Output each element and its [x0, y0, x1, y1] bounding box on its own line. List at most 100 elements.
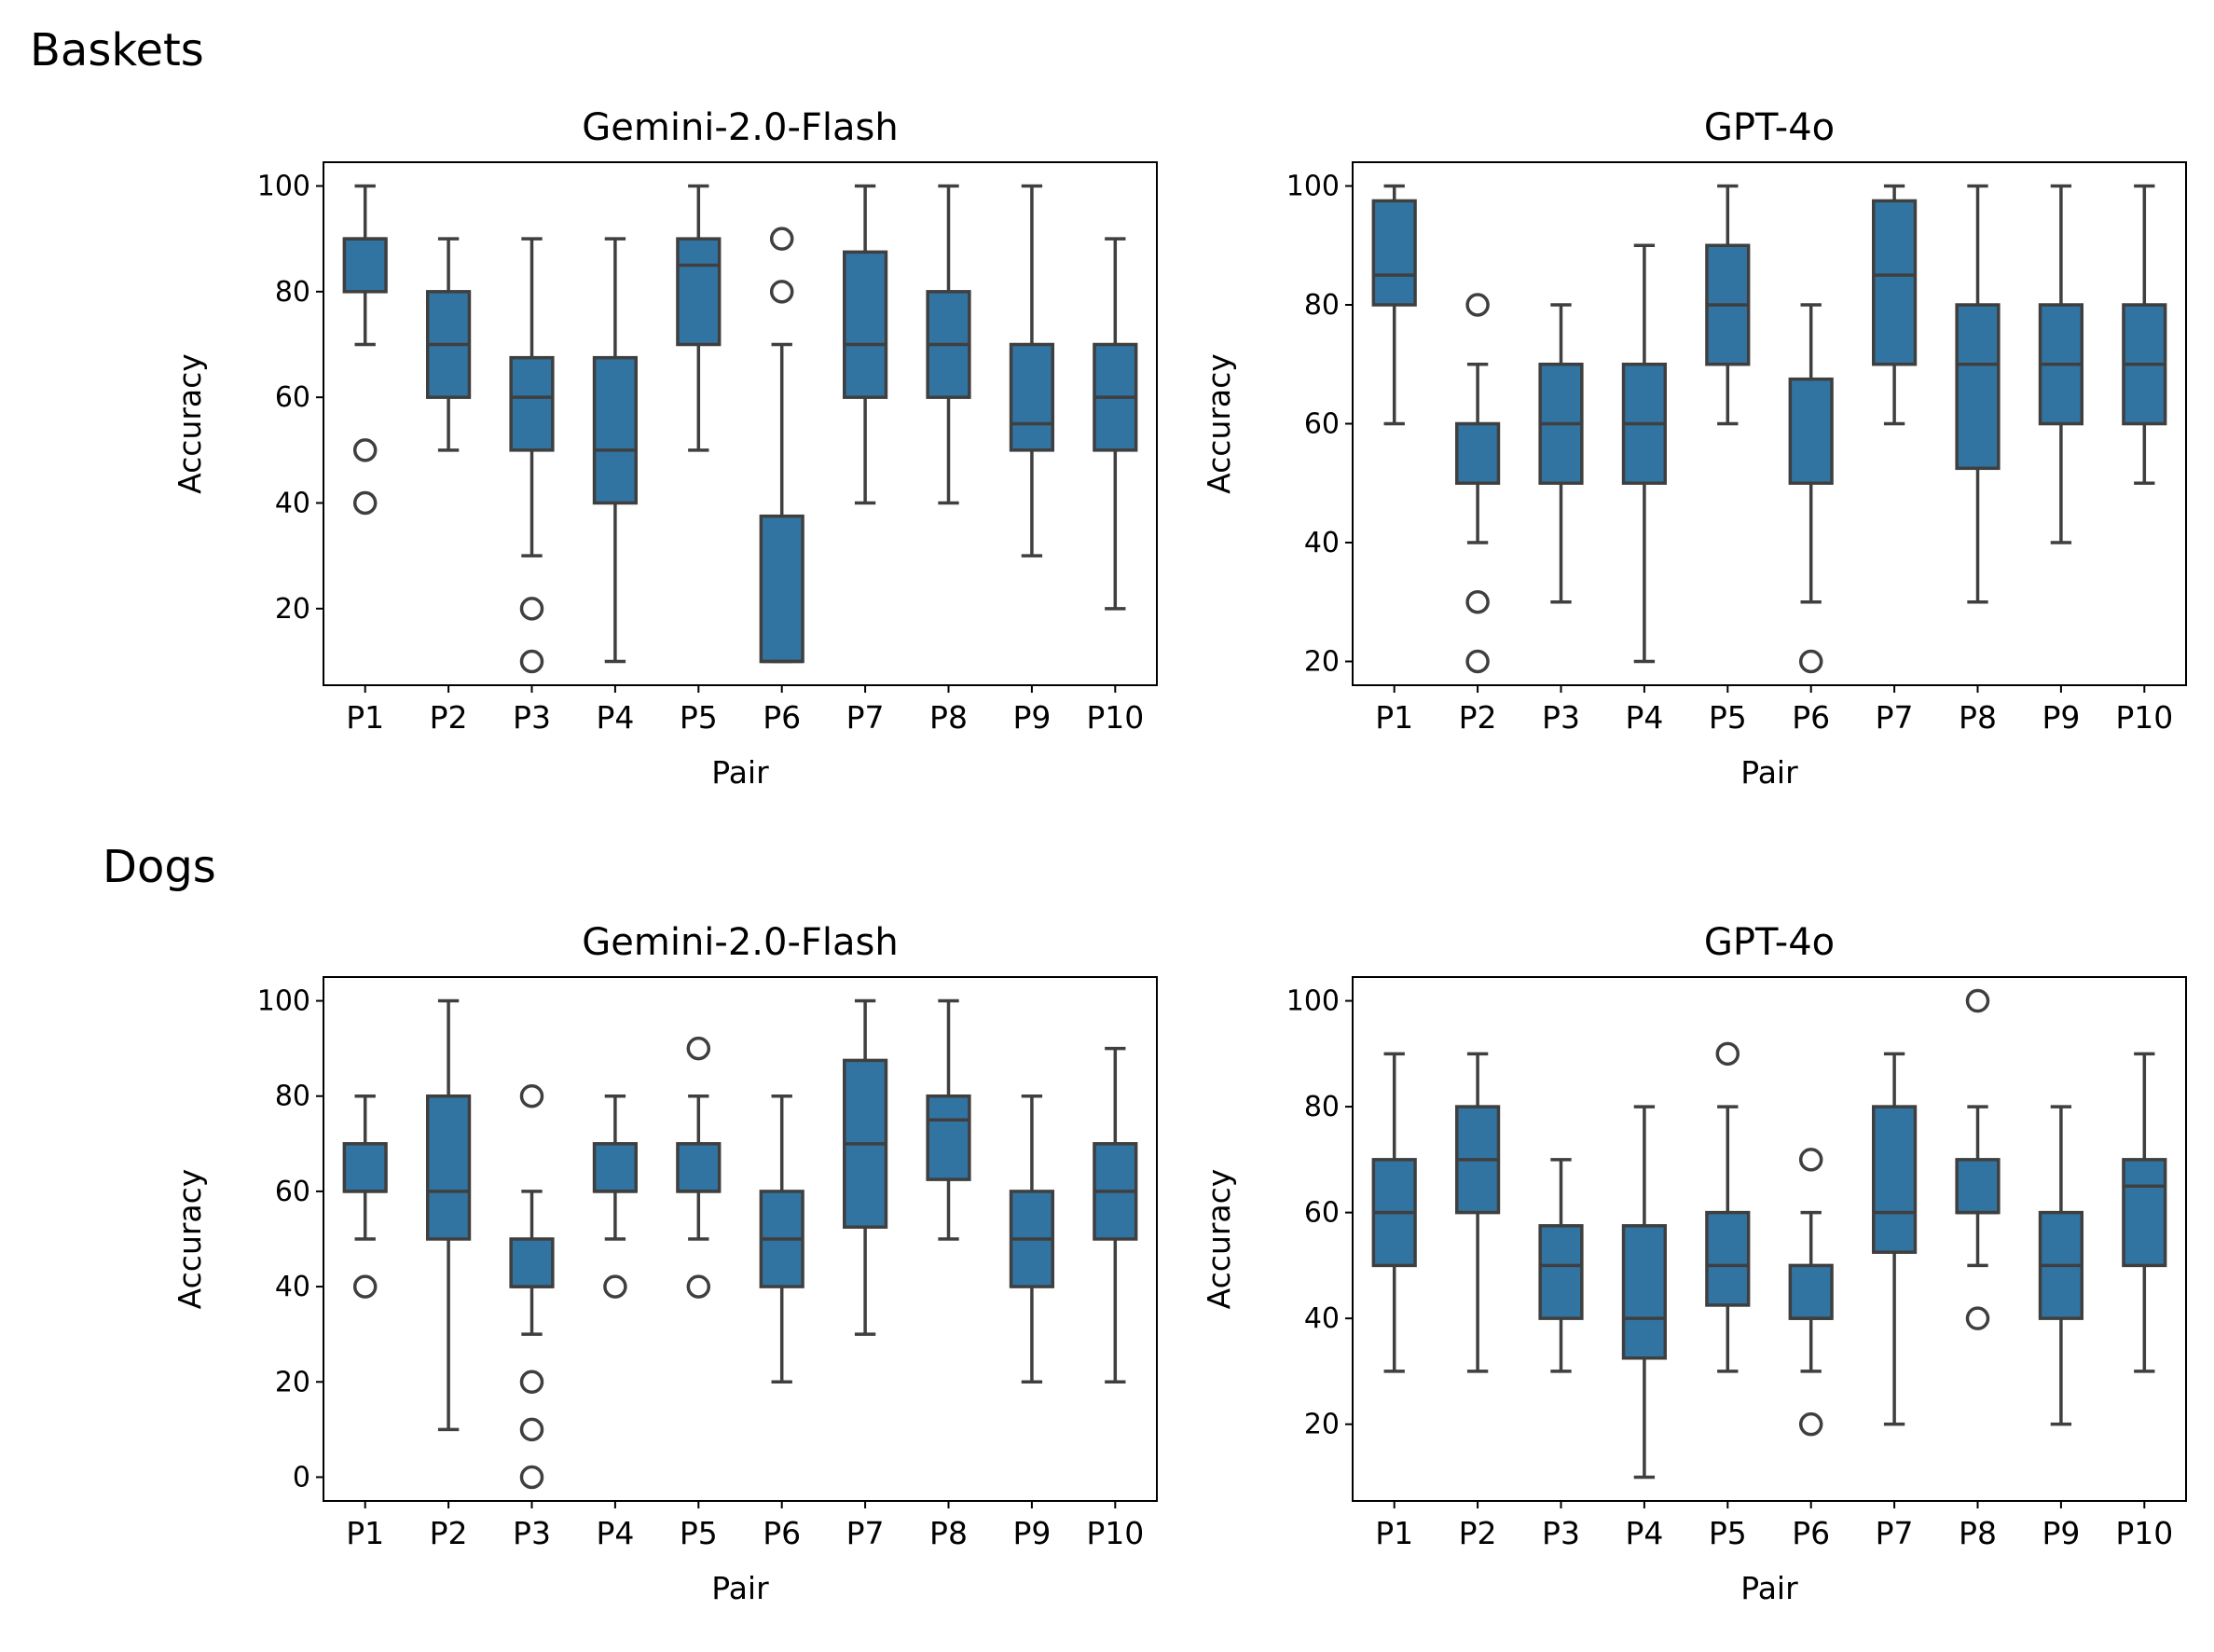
subplot-title: Gemini-2.0-Flash [582, 106, 898, 149]
box-P7 [1872, 184, 1918, 426]
iqr-box [592, 355, 638, 505]
outlier-point [1465, 293, 1490, 317]
outlier-point [1465, 649, 1490, 674]
x-tick-label: P3 [1542, 699, 1580, 736]
iqr-box [676, 237, 722, 347]
subplot-dogs-gemini-2-0-flash: Gemini-2.0-Flash 0 20 40 60 80 100 P1 P2 P3 P4 P5 P6… [172, 921, 1158, 1606]
x-tick-label: P2 [430, 1515, 468, 1551]
box-P7 [843, 998, 888, 1336]
outlier-point [686, 1036, 711, 1061]
box-P6 [1788, 303, 1834, 674]
y-tick-label: 20 [275, 1366, 310, 1398]
group-title-dogs: Dogs [103, 841, 216, 893]
y-tick-label: 60 [275, 1176, 310, 1208]
y-tick-label: 100 [257, 171, 310, 203]
x-tick-label: P8 [929, 699, 968, 736]
y-tick-label: 20 [1304, 646, 1340, 679]
y-tick-label: 80 [1304, 289, 1340, 322]
axes-frame [323, 161, 1158, 686]
box-P1 [1371, 1052, 1417, 1373]
x-axis-label: Pair [711, 1570, 769, 1606]
x-tick-label: P10 [2115, 1515, 2173, 1551]
box-P8 [1955, 988, 2001, 1330]
iqr-box [1455, 421, 1501, 485]
y-tick-label: 40 [275, 1271, 310, 1303]
x-tick-label: P1 [1375, 1515, 1413, 1551]
box-P10 [1093, 1046, 1138, 1384]
subplot-dogs-gpt-4o: GPT-4o 20 40 60 80 100 P1 P2 P3 P4 P5 P6 P7 P8 P9 P10 Pa… [1201, 921, 2187, 1606]
x-tick-label: P6 [1792, 1515, 1830, 1551]
x-tick-label: P4 [1625, 1515, 1663, 1551]
iqr-box [1788, 377, 1834, 485]
box-P7 [843, 184, 888, 505]
iqr-box [1955, 1158, 2001, 1215]
x-tick-label: P9 [1012, 1515, 1051, 1551]
x-tick-label: P7 [846, 1515, 885, 1551]
box-P5 [676, 1036, 722, 1299]
x-tick-label: P3 [513, 1515, 551, 1551]
x-tick-label: P7 [846, 699, 885, 736]
outlier-point [352, 438, 378, 462]
box-P6 [759, 1094, 804, 1384]
box-P1 [342, 184, 388, 516]
box-P2 [1455, 1052, 1501, 1373]
x-tick-label: P8 [929, 1515, 968, 1551]
y-tick-label: 60 [1304, 408, 1340, 441]
x-tick-label: P8 [1959, 1515, 1997, 1551]
box-P3 [1538, 303, 1584, 604]
box-P2 [426, 998, 472, 1432]
x-tick-label: P5 [1709, 699, 1747, 736]
iqr-box [1872, 1105, 1918, 1254]
outlier-point [1798, 649, 1823, 674]
x-tick-label: P1 [346, 699, 384, 736]
x-axis-label: Pair [711, 754, 769, 791]
box-P8 [926, 184, 971, 505]
outlier-point [519, 649, 544, 674]
x-tick-label: P10 [1086, 699, 1144, 736]
iqr-box [2122, 1158, 2167, 1268]
iqr-box [926, 1094, 971, 1181]
box-P2 [426, 237, 472, 452]
outlier-point [1965, 988, 1990, 1013]
box-P4 [1621, 243, 1668, 664]
outlier-point [603, 1274, 627, 1299]
subplot-title: GPT-4o [1704, 921, 1835, 964]
outlier-point [686, 1274, 711, 1299]
iqr-box [1538, 1224, 1584, 1320]
outlier-point [519, 1465, 544, 1490]
x-tick-label: P9 [2042, 699, 2080, 736]
y-tick-label: 100 [257, 985, 310, 1018]
subplot-baskets-gpt-4o: GPT-4o 20 40 60 80 100 P1 P2 P3 P4 P5 P6 P7 P8 P9 P10 Pa… [1201, 106, 2187, 791]
x-tick-label: P2 [1459, 1515, 1497, 1551]
box-P4 [592, 1094, 638, 1299]
y-tick-label: 100 [1286, 985, 1340, 1018]
y-axis-label: Accuracy [1201, 353, 1237, 494]
outlier-point [519, 1370, 544, 1395]
y-tick-label: 100 [1286, 171, 1340, 203]
y-tick-label: 0 [293, 1461, 310, 1494]
box-P8 [926, 998, 971, 1241]
outlier-point [769, 280, 794, 304]
box-P3 [509, 1083, 555, 1490]
iqr-box [426, 1094, 472, 1241]
iqr-box [1621, 1224, 1668, 1360]
y-tick-label: 80 [1304, 1091, 1340, 1123]
box-P3 [509, 237, 555, 674]
y-tick-label: 40 [1304, 1302, 1340, 1335]
box-P9 [2038, 184, 2084, 544]
y-tick-label: 40 [275, 488, 310, 520]
outlier-point [352, 1274, 378, 1299]
iqr-box [1788, 1263, 1834, 1320]
x-tick-label: P5 [1709, 1515, 1747, 1551]
x-tick-label: P10 [1086, 1515, 1144, 1551]
iqr-box [676, 1142, 722, 1193]
y-tick-label: 20 [1304, 1409, 1340, 1441]
iqr-box [1872, 199, 1918, 366]
box-P5 [676, 184, 722, 452]
x-tick-label: P4 [596, 1515, 634, 1551]
iqr-box [342, 237, 388, 294]
iqr-box [1009, 342, 1055, 452]
x-tick-label: P6 [1792, 699, 1830, 736]
y-axis-label: Accuracy [172, 1169, 208, 1310]
